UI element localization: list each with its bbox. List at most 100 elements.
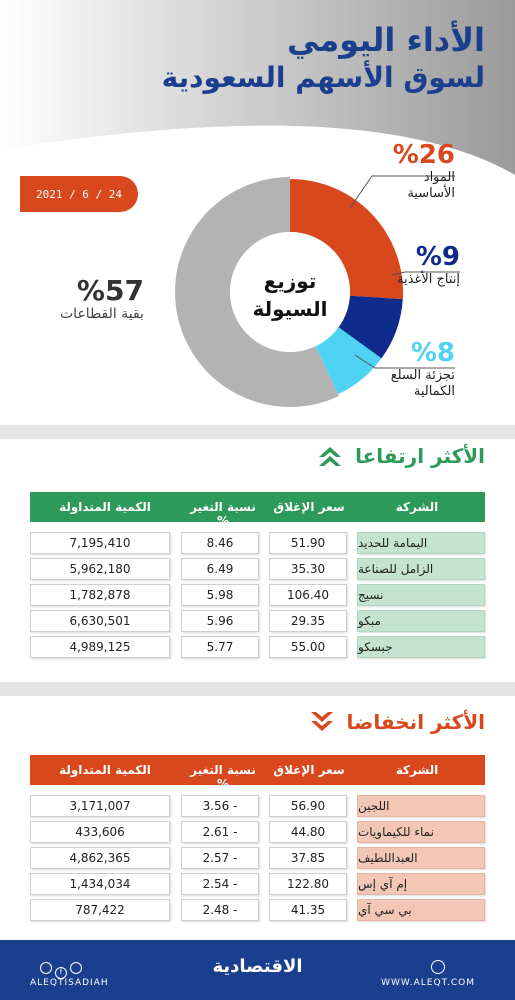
cell-change: 3.56 - bbox=[181, 795, 259, 817]
cell-change: 2.57 - bbox=[181, 847, 259, 869]
table-row: اليمامة للحديد 51.90 8.46 7,195,410 bbox=[30, 532, 485, 554]
table-row: اللجين 56.90 3.56 - 3,171,007 bbox=[30, 795, 485, 817]
cell-change: 2.54 - bbox=[181, 873, 259, 895]
cell-close: 41.35 bbox=[269, 899, 347, 921]
cell-volume: 1,782,878 bbox=[30, 584, 170, 606]
cell-volume: 3,171,007 bbox=[30, 795, 170, 817]
cell-change: 2.48 - bbox=[181, 899, 259, 921]
donut-center bbox=[230, 232, 350, 352]
table-row: الزامل للصناعة 35.30 6.49 5,962,180 bbox=[30, 558, 485, 580]
cell-close: 37.85 bbox=[269, 847, 347, 869]
gainers-table: الشركة سعر الإغلاق نسبة التغير % الكمية … bbox=[30, 492, 485, 667]
cell-company: نسيج bbox=[357, 584, 485, 606]
double-chevron-up-icon bbox=[319, 447, 342, 466]
slice-label-retail: %8 تجزئة السلع الكمالية bbox=[391, 338, 455, 400]
cell-change: 6.49 bbox=[181, 558, 259, 580]
liquidity-donut-chart: توزيع السيولة bbox=[174, 175, 460, 407]
table-row: جبسكو 55.00 5.77 4,989,125 bbox=[30, 636, 485, 658]
table-row: بي سي آي 41.35 2.48 - 787,422 bbox=[30, 899, 485, 921]
col-close: سعر الإغلاق bbox=[273, 763, 345, 777]
cell-close: 35.30 bbox=[269, 558, 347, 580]
cell-change: 5.98 bbox=[181, 584, 259, 606]
separator-2 bbox=[0, 682, 515, 696]
social-icons: f bbox=[40, 962, 85, 979]
slice-name-others: بقية القطاعات bbox=[60, 306, 144, 322]
instagram-icon[interactable] bbox=[40, 962, 52, 974]
cell-company: الزامل للصناعة bbox=[357, 558, 485, 580]
cell-close: 51.90 bbox=[269, 532, 347, 554]
cell-volume: 6,630,501 bbox=[30, 610, 170, 632]
table-row: نسيج 106.40 5.98 1,782,878 bbox=[30, 584, 485, 606]
cell-volume: 7,195,410 bbox=[30, 532, 170, 554]
slice-pct-food: %9 bbox=[415, 242, 460, 272]
cell-company: اليمامة للحديد bbox=[357, 532, 485, 554]
slice-pct-retail: %8 bbox=[410, 338, 455, 368]
brand-logo: الاقتصادية bbox=[212, 956, 303, 977]
cell-close: 56.90 bbox=[269, 795, 347, 817]
leader-line-food bbox=[391, 271, 460, 276]
twitter-icon[interactable] bbox=[70, 962, 82, 974]
footer: f ALEQTISADIAH الاقتصادية WWW.ALEQT.COM bbox=[0, 940, 515, 1000]
slice-name-retail-1: تجزئة السلع bbox=[390, 368, 455, 383]
table-row: مبكو 29.35 5.96 6,630,501 bbox=[30, 610, 485, 632]
cell-company: نماء للكيماويات bbox=[357, 821, 485, 843]
cell-volume: 787,422 bbox=[30, 899, 170, 921]
col-volume: الكمية المتداولة bbox=[59, 763, 151, 777]
cell-change: 5.96 bbox=[181, 610, 259, 632]
page-title: الأداء اليومي لسوق الأسهم السعودية bbox=[162, 20, 485, 96]
col-close: سعر الإغلاق bbox=[273, 500, 345, 514]
title-line-2: لسوق الأسهم السعودية bbox=[161, 61, 485, 94]
social-handle[interactable]: ALEQTISADIAH bbox=[30, 978, 109, 988]
website-link[interactable]: WWW.ALEQT.COM bbox=[381, 978, 475, 988]
slice-pct-others: %57 bbox=[76, 274, 144, 307]
leader-line-materials bbox=[349, 175, 455, 209]
cell-company: إم آي إس bbox=[357, 873, 485, 895]
cell-close: 122.80 bbox=[269, 873, 347, 895]
cell-volume: 5,962,180 bbox=[30, 558, 170, 580]
cell-volume: 1,434,034 bbox=[30, 873, 170, 895]
donut-slice-materials bbox=[290, 179, 403, 300]
table-row: نماء للكيماويات 44.80 2.61 - 433,606 bbox=[30, 821, 485, 843]
table-row: إم آي إس 122.80 2.54 - 1,434,034 bbox=[30, 873, 485, 895]
double-chevron-down-icon bbox=[310, 712, 333, 731]
donut-center-label-2: السيولة bbox=[252, 297, 327, 321]
cell-company: مبكو bbox=[357, 610, 485, 632]
cell-close: 106.40 bbox=[269, 584, 347, 606]
losers-table: الشركة سعر الإغلاق نسبة التغير % الكمية … bbox=[30, 755, 485, 930]
cell-close: 55.00 bbox=[269, 636, 347, 658]
col-company: الشركة bbox=[395, 763, 439, 777]
slice-label-others: %57 بقية القطاعات bbox=[60, 274, 144, 323]
separator-1 bbox=[0, 425, 515, 439]
cell-change: 8.46 bbox=[181, 532, 259, 554]
cell-company: اللجين bbox=[357, 795, 485, 817]
cell-volume: 4,989,125 bbox=[30, 636, 170, 658]
donut-slice-food bbox=[338, 295, 403, 359]
gainers-heading: الأكثر ارتفاعا bbox=[317, 444, 485, 468]
col-change: نسبة التغير % bbox=[190, 763, 256, 791]
cell-close: 44.80 bbox=[269, 821, 347, 843]
cell-company: العبداللطيف bbox=[357, 847, 485, 869]
donut-slice-others bbox=[174, 177, 339, 407]
hero-background bbox=[0, 0, 515, 180]
cell-volume: 4,862,365 bbox=[30, 847, 170, 869]
globe-icon bbox=[431, 960, 445, 974]
losers-heading: الأكثر انخفاضا bbox=[309, 710, 485, 734]
donut-center-label-1: توزيع bbox=[264, 269, 317, 293]
facebook-icon[interactable]: f bbox=[55, 967, 67, 979]
col-volume: الكمية المتداولة bbox=[59, 500, 151, 514]
slice-name-food: إنتاج الأغذية bbox=[397, 272, 460, 287]
cell-change: 2.61 - bbox=[181, 821, 259, 843]
slice-name-retail-2: الكمالية bbox=[413, 384, 455, 399]
gainers-title: الأكثر ارتفاعا bbox=[355, 444, 485, 468]
slice-name-materials-2: الأساسية bbox=[407, 186, 455, 201]
slice-label-materials: %26 المواد الأساسية bbox=[393, 140, 455, 202]
donut-slice-retail bbox=[315, 327, 382, 395]
cell-company: بي سي آي bbox=[357, 899, 485, 921]
col-company: الشركة bbox=[395, 500, 439, 514]
cell-company: جبسكو bbox=[357, 636, 485, 658]
cell-close: 29.35 bbox=[269, 610, 347, 632]
slice-name-materials-1: المواد bbox=[423, 170, 455, 185]
gainers-header-row: الشركة سعر الإغلاق نسبة التغير % الكمية … bbox=[30, 492, 485, 528]
cell-volume: 433,606 bbox=[30, 821, 170, 843]
slice-pct-materials: %26 bbox=[392, 140, 455, 170]
